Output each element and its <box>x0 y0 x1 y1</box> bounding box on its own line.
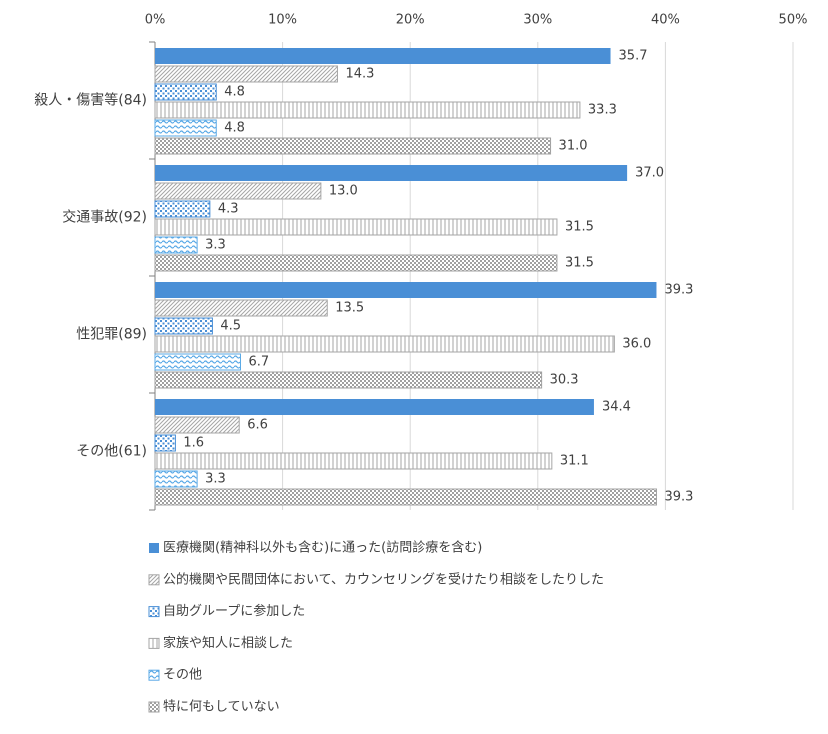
x-tick-label: 20% <box>396 13 425 28</box>
bar <box>154 119 217 137</box>
legend-label: 特に何もしていない <box>163 699 280 715</box>
legend-label: 公的機関や民間団体において、カウンセリングを受けたり相談をしたりした <box>163 571 604 587</box>
legend-label: 自助グループに参加した <box>163 603 305 619</box>
value-label: 31.5 <box>565 220 594 235</box>
bar <box>154 371 543 389</box>
bar <box>154 470 198 488</box>
bar <box>154 335 615 353</box>
value-label: 31.1 <box>560 454 589 469</box>
value-label: 4.5 <box>220 319 241 334</box>
value-label: 39.3 <box>664 283 693 298</box>
value-label: 3.3 <box>205 472 226 487</box>
bar <box>154 416 240 434</box>
bar <box>154 452 553 470</box>
bar <box>154 299 328 317</box>
bar <box>154 101 581 119</box>
x-tick-label: 40% <box>651 13 680 28</box>
x-tick-label: 30% <box>523 13 552 28</box>
bar <box>154 137 552 155</box>
bar <box>154 218 558 236</box>
bar <box>155 48 611 64</box>
value-label: 6.6 <box>247 418 268 433</box>
legend-label: その他 <box>163 668 202 683</box>
value-label: 1.6 <box>183 436 204 451</box>
x-tick-label: 0% <box>145 13 166 28</box>
legend-marker <box>148 637 160 649</box>
bar <box>155 399 594 415</box>
x-tick-label: 50% <box>779 13 808 28</box>
category-label: 性犯罪(89) <box>76 327 147 343</box>
bar <box>154 236 198 254</box>
legend-label: 医療機関(精神科以外も含む)に通った(訪問診療を含む) <box>163 540 482 556</box>
bar <box>154 254 558 272</box>
bar <box>155 165 628 181</box>
category-label: その他(61) <box>76 444 147 460</box>
bar <box>154 353 241 371</box>
legend-label: 家族や知人に相談した <box>163 635 293 651</box>
value-label: 31.5 <box>565 256 594 271</box>
value-label: 36.0 <box>622 337 651 352</box>
legend-marker <box>149 543 159 553</box>
value-label: 13.5 <box>335 301 364 316</box>
category-label: 交通事故(92) <box>62 209 147 226</box>
value-label: 35.7 <box>619 49 648 64</box>
legend-marker <box>148 701 160 713</box>
value-label: 30.3 <box>550 373 579 388</box>
value-label: 33.3 <box>588 103 617 118</box>
value-label: 39.3 <box>664 490 693 505</box>
bar <box>154 434 176 452</box>
value-label: 34.4 <box>602 400 631 415</box>
bar <box>154 200 211 218</box>
value-label: 3.3 <box>205 238 226 253</box>
category-label: 殺人・傷害等(84) <box>34 92 147 109</box>
value-label: 14.3 <box>345 67 374 82</box>
bar <box>154 83 217 101</box>
value-label: 4.8 <box>224 121 245 136</box>
legend-marker <box>148 606 160 618</box>
value-label: 13.0 <box>329 184 358 199</box>
bar <box>154 65 338 83</box>
bar <box>154 182 322 200</box>
bar <box>154 488 657 506</box>
value-label: 6.7 <box>248 355 269 370</box>
bar <box>154 317 213 335</box>
legend-marker <box>148 669 160 681</box>
value-label: 31.0 <box>559 139 588 154</box>
bar <box>155 282 657 298</box>
legend-marker <box>148 574 160 586</box>
x-tick-label: 10% <box>268 13 297 28</box>
value-label: 37.0 <box>635 166 664 181</box>
value-label: 4.8 <box>224 85 245 100</box>
value-label: 4.3 <box>218 202 239 217</box>
